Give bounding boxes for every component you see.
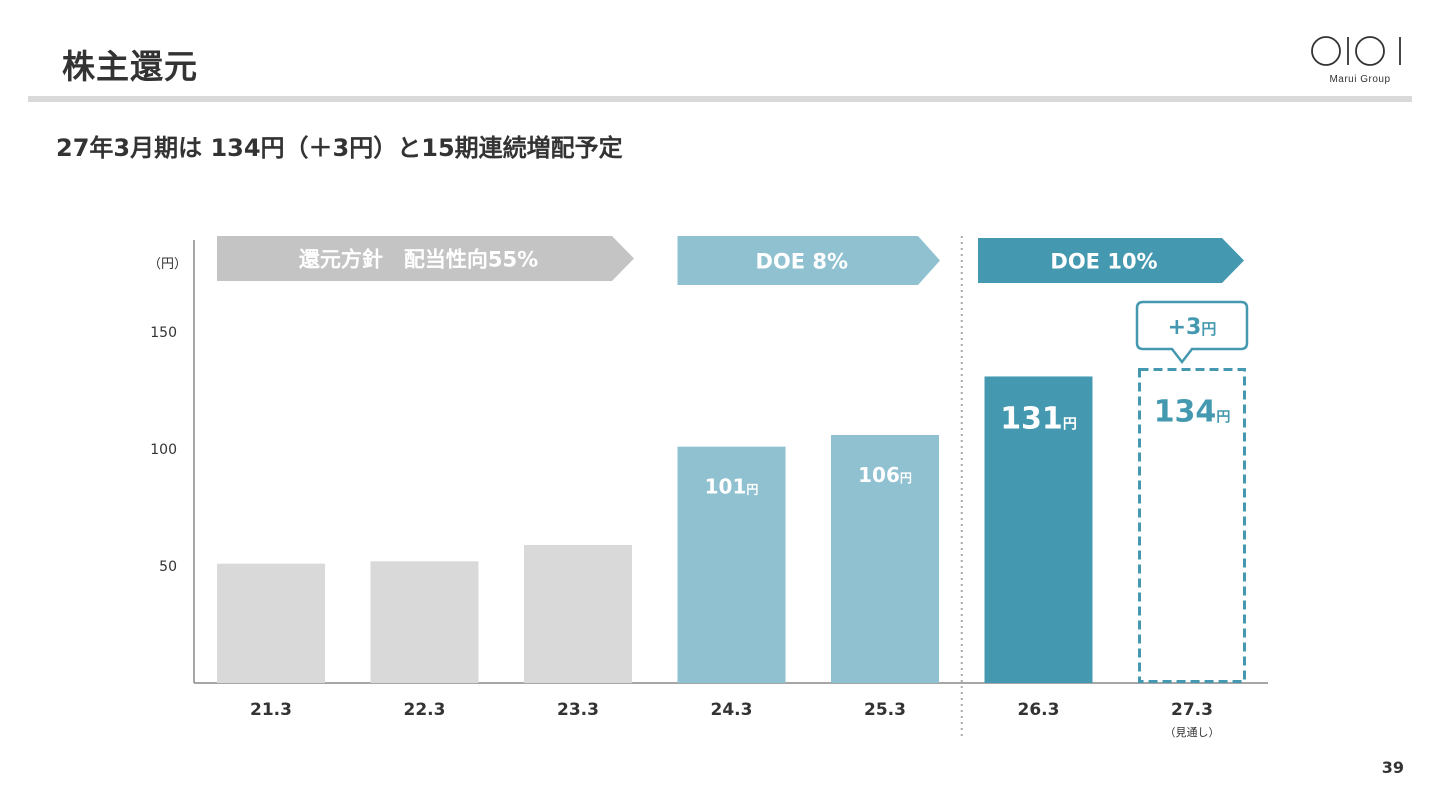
x-tick-label: 25.3 bbox=[864, 700, 906, 720]
policy-banner bbox=[978, 238, 1244, 283]
bar bbox=[217, 563, 325, 683]
bar-forecast bbox=[1138, 367, 1246, 683]
callout-bubble bbox=[1135, 300, 1249, 365]
policy-banner-label: DOE 10% bbox=[1050, 250, 1157, 274]
y-unit-label: （円） bbox=[148, 257, 187, 272]
x-tick-label: 26.3 bbox=[1018, 700, 1060, 720]
policy-banner bbox=[217, 236, 634, 281]
bar-value-label: 101円 bbox=[705, 475, 759, 499]
x-tick-label: 27.3 bbox=[1171, 700, 1213, 720]
y-tick-label: 100 bbox=[150, 442, 177, 458]
bar bbox=[370, 561, 479, 683]
logo-text: Marui Group bbox=[1329, 74, 1391, 85]
y-tick-label: 150 bbox=[150, 325, 177, 341]
callout-label: +3円 bbox=[1168, 315, 1217, 340]
logo-mark-icon bbox=[1311, 36, 1401, 66]
x-tick-note: （見通し） bbox=[1165, 726, 1220, 739]
bar bbox=[524, 544, 632, 683]
page-title: 株主還元 bbox=[62, 47, 198, 86]
bar-value-label: 134円 bbox=[1154, 394, 1231, 429]
bar bbox=[984, 376, 1093, 683]
policy-banner-label: 還元方針 配当性向55% bbox=[299, 248, 538, 272]
marui-group-logo: Marui Group bbox=[1310, 34, 1410, 88]
x-tick-label: 23.3 bbox=[557, 700, 599, 720]
x-tick-label: 21.3 bbox=[250, 700, 292, 720]
policy-banner-label: DOE 8% bbox=[755, 250, 848, 274]
headline: 27年3月期は 134円（＋3円）と15期連続増配予定 bbox=[56, 134, 623, 162]
title-divider bbox=[28, 96, 1412, 102]
bar-value-label: 106円 bbox=[858, 463, 912, 487]
y-tick-label: 50 bbox=[159, 559, 177, 575]
policy-banner bbox=[677, 236, 940, 285]
bar-value-label: 131円 bbox=[1000, 401, 1077, 436]
x-tick-label: 24.3 bbox=[711, 700, 753, 720]
page-number: 39 bbox=[1381, 758, 1404, 777]
bar bbox=[831, 434, 939, 683]
bar bbox=[677, 446, 786, 683]
x-tick-label: 22.3 bbox=[404, 700, 446, 720]
